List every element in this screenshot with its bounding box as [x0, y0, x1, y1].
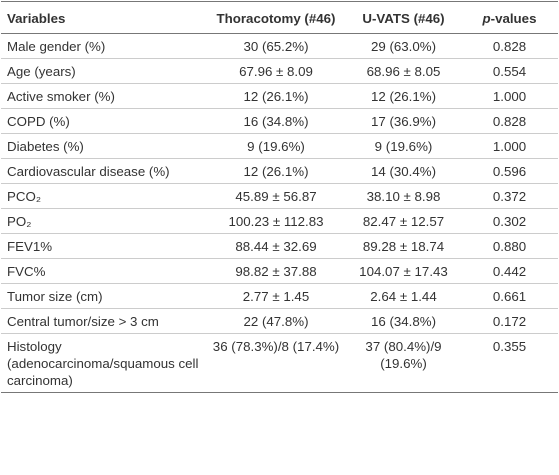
header-cell: U-VATS (#46): [346, 1, 461, 34]
value-cell: 1.000: [461, 133, 558, 159]
table-row: Male gender (%) 30 (65.2%) 29 (63.0%) 0.828: [1, 33, 558, 59]
variable-cell: Male gender (%): [1, 33, 206, 59]
table-row: Active smoker (%) 12 (26.1%) 12 (26.1%) 1.0…: [1, 83, 558, 109]
table-row: Central tumor/size > 3 cm 22 (47.8%) 16 (3…: [1, 308, 558, 334]
variable-cell: Histology (adenocarcinoma/squamous cell …: [1, 333, 206, 393]
value-cell: 2.77 ± 1.45: [206, 283, 346, 309]
value-cell: 30 (65.2%): [206, 33, 346, 59]
value-cell: 16 (34.8%): [346, 308, 461, 334]
value-cell: 0.828: [461, 33, 558, 59]
value-cell: 37 (80.4%)/9 (19.6%): [346, 333, 461, 393]
value-cell: 0.355: [461, 333, 558, 393]
value-cell: 14 (30.4%): [346, 158, 461, 184]
table-row: PCO₂ 45.89 ± 56.87 38.10 ± 8.98 0.372: [1, 183, 558, 209]
variable-cell: PO₂: [1, 208, 206, 234]
value-cell: 0.442: [461, 258, 558, 284]
value-cell: 104.07 ± 17.43: [346, 258, 461, 284]
header-cell: Thoracotomy (#46): [206, 1, 346, 34]
table-row: Diabetes (%) 9 (19.6%) 9 (19.6%) 1.000: [1, 133, 558, 159]
value-cell: 89.28 ± 18.74: [346, 233, 461, 259]
value-cell: 22 (47.8%): [206, 308, 346, 334]
value-cell: 12 (26.1%): [206, 158, 346, 184]
value-cell: 0.554: [461, 58, 558, 84]
table-row: Age (years) 67.96 ± 8.09 68.96 ± 8.05 0.554: [1, 58, 558, 84]
variable-cell: Central tumor/size > 3 cm: [1, 308, 206, 334]
value-cell: 68.96 ± 8.05: [346, 58, 461, 84]
table-row: COPD (%) 16 (34.8%) 17 (36.9%) 0.828: [1, 108, 558, 134]
table-row: FEV1% 88.44 ± 32.69 89.28 ± 18.74 0.880: [1, 233, 558, 259]
value-cell: 2.64 ± 1.44: [346, 283, 461, 309]
value-cell: 17 (36.9%): [346, 108, 461, 134]
header-text: -values: [490, 11, 537, 26]
header-row: Variables Thoracotomy (#46) U-VATS (#46) p-…: [1, 1, 558, 34]
value-cell: 0.172: [461, 308, 558, 334]
value-cell: 29 (63.0%): [346, 33, 461, 59]
value-cell: 12 (26.1%): [206, 83, 346, 109]
table-body: Male gender (%) 30 (65.2%) 29 (63.0%) 0.828…: [1, 33, 558, 393]
value-cell: 82.47 ± 12.57: [346, 208, 461, 234]
value-cell: 0.661: [461, 283, 558, 309]
value-cell: 1.000: [461, 83, 558, 109]
variable-cell: Active smoker (%): [1, 83, 206, 109]
variable-cell: PCO₂: [1, 183, 206, 209]
value-cell: 88.44 ± 32.69: [206, 233, 346, 259]
header-text: p: [482, 11, 491, 26]
table-row: Cardiovascular disease (%) 12 (26.1%) 14 (…: [1, 158, 558, 184]
value-cell: 45.89 ± 56.87: [206, 183, 346, 209]
value-cell: 9 (19.6%): [206, 133, 346, 159]
variable-cell: Tumor size (cm): [1, 283, 206, 309]
value-cell: 67.96 ± 8.09: [206, 58, 346, 84]
value-cell: 12 (26.1%): [346, 83, 461, 109]
header-cell: p-values: [461, 1, 558, 34]
value-cell: 0.828: [461, 108, 558, 134]
variable-cell: Age (years): [1, 58, 206, 84]
variable-cell: FVC%: [1, 258, 206, 284]
value-cell: 0.596: [461, 158, 558, 184]
value-cell: 0.372: [461, 183, 558, 209]
variable-cell: Cardiovascular disease (%): [1, 158, 206, 184]
value-cell: 100.23 ± 112.83: [206, 208, 346, 234]
value-cell: 0.880: [461, 233, 558, 259]
variable-cell: Diabetes (%): [1, 133, 206, 159]
table-row: PO₂ 100.23 ± 112.83 82.47 ± 12.57 0.302: [1, 208, 558, 234]
data-table: Variables Thoracotomy (#46) U-VATS (#46) p-…: [1, 1, 558, 393]
variable-cell: FEV1%: [1, 233, 206, 259]
value-cell: 0.302: [461, 208, 558, 234]
value-cell: 98.82 ± 37.88: [206, 258, 346, 284]
header-cell: Variables: [1, 1, 206, 34]
value-cell: 9 (19.6%): [346, 133, 461, 159]
value-cell: 16 (34.8%): [206, 108, 346, 134]
table-row: Tumor size (cm) 2.77 ± 1.45 2.64 ± 1.44 0.6…: [1, 283, 558, 309]
table-row: Histology (adenocarcinoma/squamous cell …: [1, 333, 558, 393]
value-cell: 36 (78.3%)/8 (17.4%): [206, 333, 346, 393]
variable-cell: COPD (%): [1, 108, 206, 134]
table-row: FVC% 98.82 ± 37.88 104.07 ± 17.43 0.442: [1, 258, 558, 284]
value-cell: 38.10 ± 8.98: [346, 183, 461, 209]
